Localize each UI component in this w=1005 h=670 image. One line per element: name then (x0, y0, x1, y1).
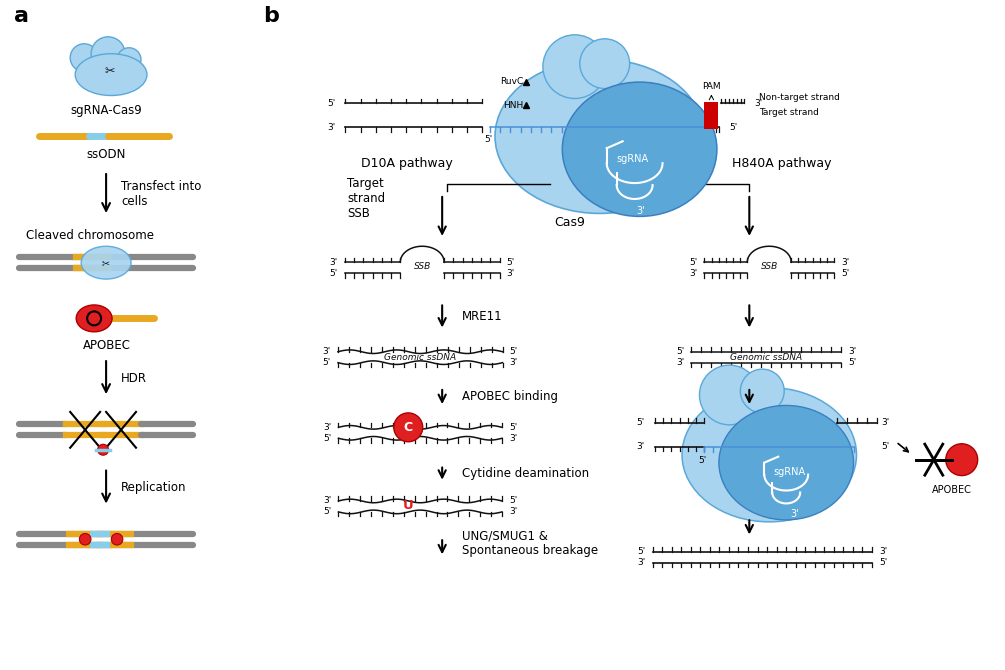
Text: Target
strand
SSB: Target strand SSB (348, 178, 386, 220)
Text: Genomic ssDNA: Genomic ssDNA (731, 352, 802, 362)
Text: 3': 3' (790, 509, 799, 519)
Text: HDR: HDR (121, 372, 147, 385)
Text: 5': 5' (507, 258, 515, 267)
Text: APOBEC: APOBEC (932, 484, 972, 494)
Text: Transfect into
cells: Transfect into cells (121, 180, 201, 208)
Text: SSB: SSB (761, 262, 778, 271)
Ellipse shape (563, 82, 717, 216)
Text: sgRNA: sgRNA (773, 466, 805, 476)
Text: Genomic ssDNA: Genomic ssDNA (384, 352, 456, 362)
Text: 5': 5' (324, 507, 332, 517)
Text: 5': 5' (330, 269, 338, 277)
Bar (705, 102, 719, 129)
Circle shape (741, 369, 784, 413)
Text: APOBEC: APOBEC (83, 339, 131, 352)
Ellipse shape (75, 54, 147, 96)
Text: a: a (14, 6, 29, 26)
Text: APOBEC binding: APOBEC binding (462, 391, 558, 403)
Text: 5': 5' (636, 418, 644, 427)
Text: 5': 5' (509, 423, 518, 432)
Text: sgRNA-Cas9: sgRNA-Cas9 (70, 104, 142, 117)
Ellipse shape (76, 305, 113, 332)
Text: HNH: HNH (502, 101, 523, 110)
Circle shape (112, 533, 123, 545)
Text: ssODN: ssODN (86, 147, 126, 161)
Text: 3': 3' (323, 347, 331, 356)
Text: 3': 3' (636, 442, 644, 451)
Circle shape (117, 48, 141, 72)
Text: b: b (262, 6, 278, 26)
Text: Replication: Replication (121, 481, 187, 494)
Text: 5': 5' (509, 496, 518, 505)
Circle shape (699, 365, 760, 425)
Text: Cas9: Cas9 (555, 216, 585, 229)
Text: Non-target strand: Non-target strand (760, 93, 840, 102)
Text: 5': 5' (881, 442, 889, 451)
Text: UNG/SMUG1 &
Spontaneous breakage: UNG/SMUG1 & Spontaneous breakage (462, 529, 598, 557)
Text: MRE11: MRE11 (462, 310, 502, 323)
Text: 5': 5' (730, 123, 738, 132)
Text: 5': 5' (698, 456, 707, 465)
Text: RuvC: RuvC (499, 77, 523, 86)
Text: 3': 3' (510, 358, 518, 367)
Circle shape (543, 35, 607, 98)
Text: 3': 3' (676, 358, 684, 367)
Text: 3': 3' (330, 258, 338, 267)
Text: Cleaved chromosome: Cleaved chromosome (26, 229, 155, 243)
Ellipse shape (81, 247, 131, 279)
Ellipse shape (682, 387, 856, 522)
Text: 5': 5' (689, 258, 697, 267)
Circle shape (946, 444, 978, 476)
Circle shape (580, 39, 630, 88)
Text: 5': 5' (328, 99, 336, 108)
Text: 5': 5' (510, 347, 518, 356)
Text: 3': 3' (324, 423, 332, 432)
Text: 3': 3' (636, 206, 645, 216)
Ellipse shape (495, 59, 705, 214)
Text: 3': 3' (509, 507, 518, 517)
Text: 3': 3' (848, 347, 856, 356)
Text: 3': 3' (879, 547, 887, 556)
Ellipse shape (719, 405, 853, 520)
Text: 5': 5' (637, 547, 645, 556)
Circle shape (394, 413, 423, 442)
Text: 3': 3' (507, 269, 515, 277)
Text: 3': 3' (841, 258, 849, 267)
Text: U: U (403, 499, 414, 512)
Text: Target strand: Target strand (760, 108, 819, 117)
Text: ✂: ✂ (103, 259, 111, 269)
Text: 3': 3' (755, 99, 763, 108)
Text: C: C (404, 421, 413, 434)
Text: 5': 5' (676, 347, 684, 356)
Text: 5': 5' (841, 269, 849, 277)
Text: sgRNA: sgRNA (617, 154, 648, 164)
Text: 5': 5' (879, 558, 887, 567)
Circle shape (97, 444, 109, 455)
Text: 3': 3' (509, 433, 518, 443)
Text: ✂: ✂ (105, 65, 116, 78)
Text: PAM: PAM (702, 82, 721, 90)
Text: 3': 3' (637, 558, 645, 567)
Text: 3': 3' (881, 418, 889, 427)
Text: Cytidine deamination: Cytidine deamination (462, 467, 589, 480)
Text: D10A pathway: D10A pathway (362, 157, 453, 170)
Circle shape (91, 37, 125, 70)
Text: 3': 3' (328, 123, 336, 132)
Text: 3': 3' (689, 269, 697, 277)
Circle shape (70, 44, 98, 72)
Text: 3': 3' (324, 496, 332, 505)
Text: 5': 5' (848, 358, 856, 367)
Text: 5': 5' (324, 433, 332, 443)
Text: 5': 5' (484, 135, 492, 144)
Circle shape (79, 533, 90, 545)
Text: H840A pathway: H840A pathway (733, 157, 832, 170)
Text: 5': 5' (323, 358, 331, 367)
Text: SSB: SSB (414, 262, 431, 271)
